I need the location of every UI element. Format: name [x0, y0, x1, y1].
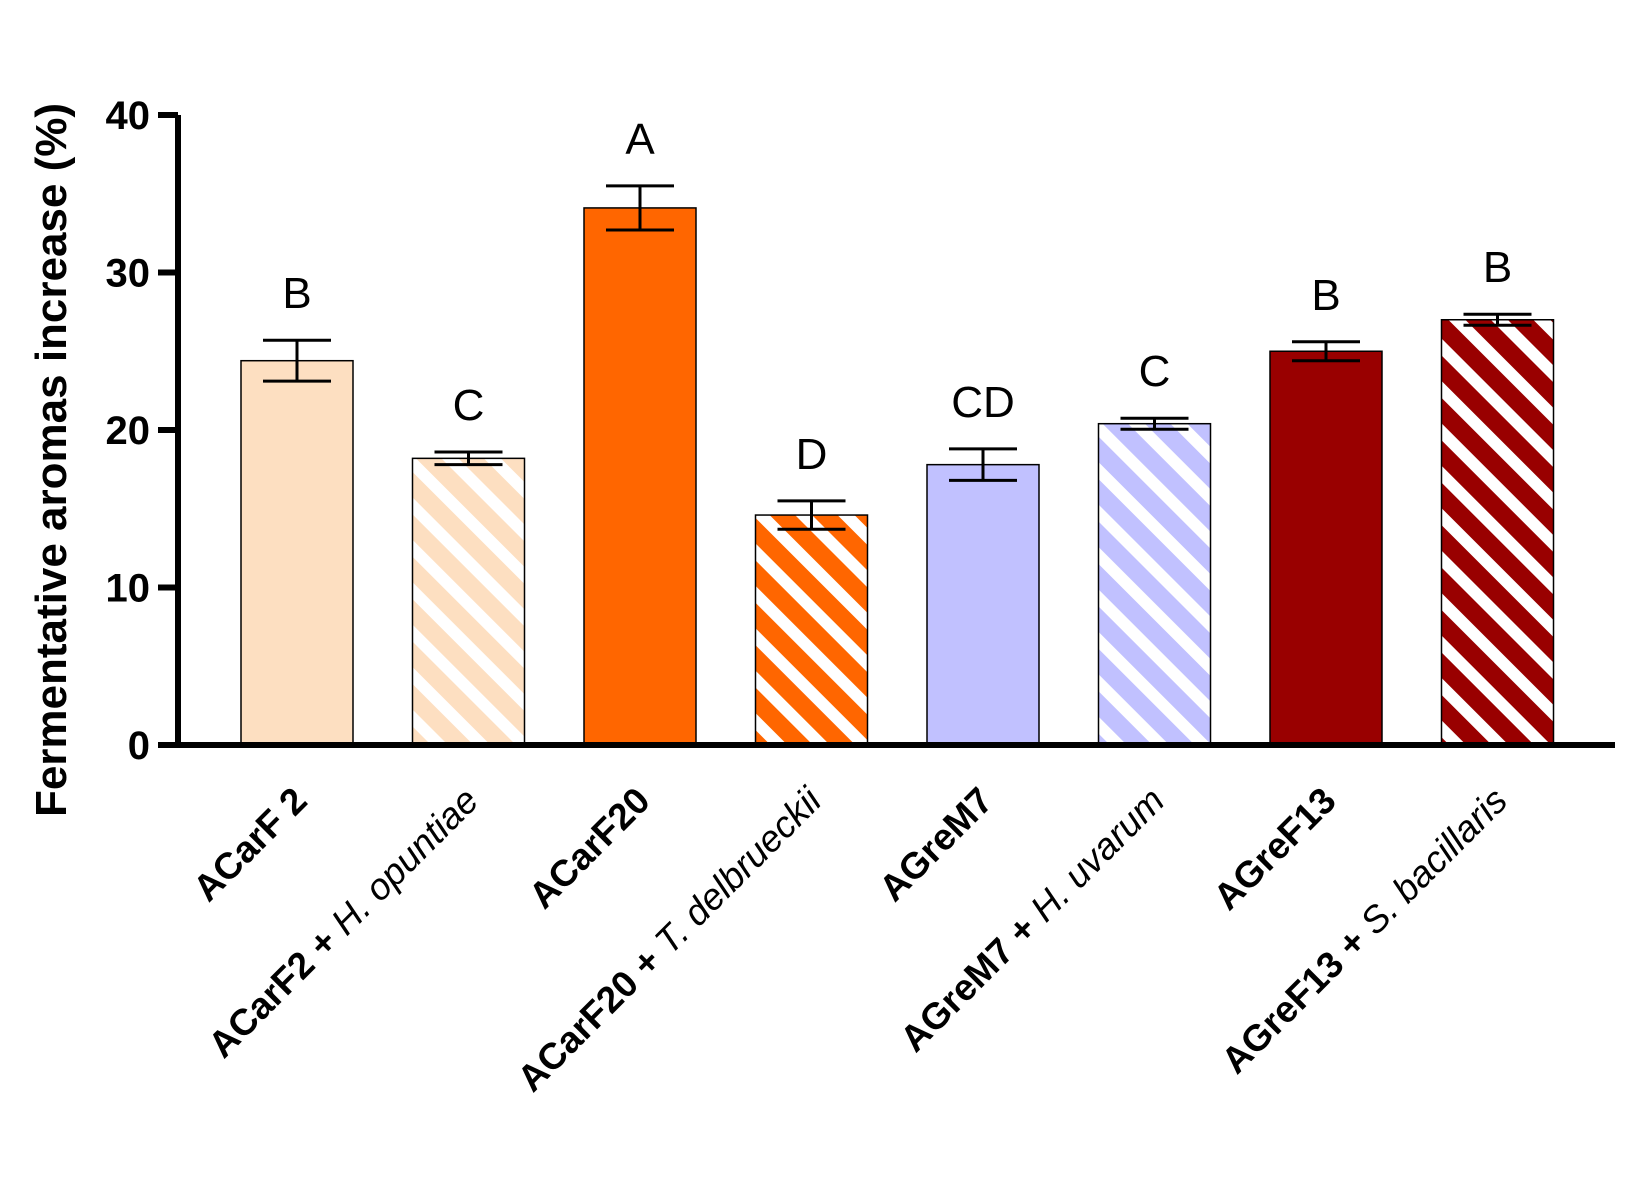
x-tick-label-strain: ACarF20 + — [510, 933, 676, 1099]
significance-letter: C — [1139, 347, 1171, 396]
bar — [583, 207, 697, 746]
bar — [754, 514, 869, 746]
significance-letter: B — [1311, 271, 1340, 320]
significance-letter: D — [796, 430, 828, 479]
x-tick-label-strain: ACarF2 + — [200, 913, 352, 1065]
x-tick-label: ACarF20 — [521, 780, 658, 917]
x-tick-label: AGreM7 — [871, 780, 1000, 909]
y-tick-label: 10 — [106, 567, 151, 611]
bar — [926, 463, 1040, 746]
x-tick-label-strain: ACarF20 — [521, 780, 658, 917]
significance-letter: B — [282, 269, 311, 318]
significance-letter: B — [1483, 243, 1512, 292]
y-tick-label: 30 — [106, 252, 151, 296]
x-tick-label-species: H. opuntiae — [323, 780, 486, 943]
bar — [1097, 422, 1212, 746]
x-tick-label: AGreF13 — [1206, 780, 1344, 918]
bar-group: C — [1097, 347, 1212, 746]
y-tick-label: 20 — [106, 409, 151, 453]
bar — [240, 359, 354, 746]
significance-letter: CD — [951, 378, 1015, 427]
bar-group: CD — [926, 378, 1040, 746]
bar-group: B — [1269, 271, 1383, 746]
x-tick-label-strain: AGreF13 + — [1214, 913, 1382, 1081]
x-tick-label: AGreF13 + S. bacillaris — [1214, 780, 1516, 1082]
significance-letter: A — [625, 115, 655, 164]
bar — [1440, 319, 1555, 746]
x-tick-label-species: S. bacillaris — [1352, 780, 1515, 943]
y-tick-label: 40 — [106, 94, 151, 138]
bars-group: B C A D CD C B B — [240, 115, 1555, 746]
significance-letter: C — [453, 381, 485, 430]
bar-group: C — [411, 381, 526, 746]
y-tick-label: 0 — [128, 724, 150, 768]
x-tick-label: ACarF20 + T. delbrueckii — [510, 778, 831, 1099]
bar-group: B — [1440, 243, 1555, 746]
x-tick-label-species: H. uvarum — [1022, 780, 1172, 930]
y-axis: 0 10 20 30 40 — [106, 94, 181, 768]
x-tick-label-species: T. delbrueckii — [647, 778, 830, 961]
y-axis-title: Fermentative aromas increase (%) — [27, 103, 76, 817]
bar — [1269, 350, 1383, 746]
x-tick-label-strain: AGreM7 + — [892, 900, 1051, 1059]
x-tick-label-strain: AGreM7 — [871, 780, 1000, 909]
bar-group: A — [583, 115, 697, 746]
x-tick-label: ACarF 2 — [185, 780, 314, 909]
bar — [411, 457, 526, 746]
x-tick-label-strain: ACarF 2 — [185, 780, 314, 909]
bar-group: B — [240, 269, 354, 746]
x-tick-label-strain: AGreF13 — [1206, 780, 1344, 918]
bar-group: D — [754, 430, 869, 746]
